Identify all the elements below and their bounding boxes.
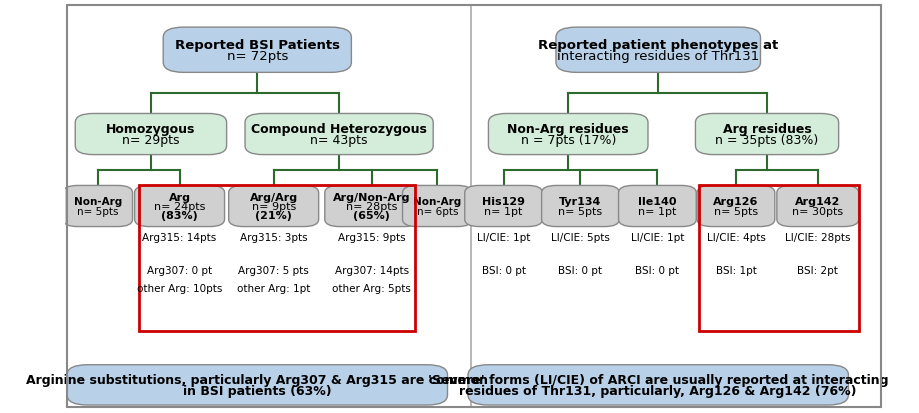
Text: Non-Arg: Non-Arg	[74, 197, 122, 207]
Text: (83%): (83%)	[161, 211, 198, 221]
FancyBboxPatch shape	[777, 186, 858, 227]
Text: LI/CIE: 28pts: LI/CIE: 28pts	[785, 232, 850, 242]
FancyBboxPatch shape	[164, 28, 351, 73]
Text: other Arg: 5pts: other Arg: 5pts	[333, 284, 412, 294]
Text: n= 43pts: n= 43pts	[311, 133, 368, 147]
Text: n= 29pts: n= 29pts	[122, 133, 180, 147]
Text: Arg/Non-Arg: Arg/Non-Arg	[333, 192, 411, 202]
FancyBboxPatch shape	[465, 186, 542, 227]
Text: His129: His129	[482, 197, 525, 207]
Text: 'Severe' forms (LI/CIE) of ARCI are usually reported at interacting: 'Severe' forms (LI/CIE) of ARCI are usua…	[428, 373, 889, 386]
FancyBboxPatch shape	[67, 365, 448, 405]
Text: Reported patient phenotypes at: Reported patient phenotypes at	[539, 39, 778, 52]
Text: Arg307: 0 pt: Arg307: 0 pt	[147, 265, 212, 275]
FancyBboxPatch shape	[488, 114, 648, 155]
Text: Arg307: 5 pts: Arg307: 5 pts	[238, 265, 309, 275]
Text: Reported BSI Patients: Reported BSI Patients	[175, 39, 340, 52]
Text: interacting residues of Thr131: interacting residues of Thr131	[557, 50, 759, 62]
FancyBboxPatch shape	[245, 114, 433, 155]
FancyBboxPatch shape	[698, 186, 775, 227]
FancyBboxPatch shape	[324, 186, 419, 227]
Text: Arginine substitutions, particularly Arg307 & Arg315 are common: Arginine substitutions, particularly Arg…	[27, 373, 488, 386]
Text: LI/CIE: 5pts: LI/CIE: 5pts	[551, 232, 610, 242]
Text: BSI: 0 pt: BSI: 0 pt	[559, 265, 603, 275]
Text: LI/CIE: 4pts: LI/CIE: 4pts	[707, 232, 766, 242]
Text: Ile140: Ile140	[638, 197, 676, 207]
Text: n= 28pts: n= 28pts	[346, 202, 398, 211]
Text: n= 72pts: n= 72pts	[227, 50, 288, 62]
Text: n= 5pts: n= 5pts	[559, 206, 603, 216]
Text: other Arg: 10pts: other Arg: 10pts	[137, 284, 222, 294]
Text: LI/CIE: 1pt: LI/CIE: 1pt	[477, 232, 530, 242]
Text: Arg/Arg: Arg/Arg	[250, 192, 298, 202]
FancyBboxPatch shape	[618, 186, 697, 227]
Text: Tyr134: Tyr134	[560, 197, 602, 207]
FancyBboxPatch shape	[468, 365, 848, 405]
Text: Arg126: Arg126	[713, 197, 758, 207]
Text: residues of Thr131, particularly, Arg126 & Arg142 (76%): residues of Thr131, particularly, Arg126…	[460, 384, 857, 397]
Text: n= 1pt: n= 1pt	[484, 206, 523, 216]
Text: Arg residues: Arg residues	[722, 123, 811, 136]
FancyBboxPatch shape	[696, 114, 839, 155]
Text: Non-Arg: Non-Arg	[414, 197, 461, 207]
Text: Arg315: 14pts: Arg315: 14pts	[142, 232, 217, 242]
Text: n = 7pts (17%): n = 7pts (17%)	[520, 133, 616, 147]
Text: BSI: 2pt: BSI: 2pt	[798, 265, 838, 275]
Text: Arg142: Arg142	[795, 197, 841, 207]
Text: BSI: 0 pt: BSI: 0 pt	[482, 265, 526, 275]
Text: in BSI patients (63%): in BSI patients (63%)	[183, 384, 332, 397]
Text: Non-Arg residues: Non-Arg residues	[507, 123, 629, 136]
Text: (21%): (21%)	[255, 211, 292, 221]
Text: n= 24pts: n= 24pts	[153, 202, 205, 211]
Text: n= 30pts: n= 30pts	[792, 206, 844, 216]
Text: n= 9pts: n= 9pts	[252, 202, 296, 211]
FancyBboxPatch shape	[134, 186, 224, 227]
Text: Arg307: 14pts: Arg307: 14pts	[335, 265, 409, 275]
Text: other Arg: 1pt: other Arg: 1pt	[237, 284, 311, 294]
Text: Compound Heterozygous: Compound Heterozygous	[251, 123, 427, 136]
FancyBboxPatch shape	[229, 186, 319, 227]
FancyBboxPatch shape	[403, 186, 472, 227]
Text: n= 5pts: n= 5pts	[77, 206, 119, 216]
Text: n= 5pts: n= 5pts	[714, 206, 758, 216]
Text: BSI: 0 pt: BSI: 0 pt	[635, 265, 679, 275]
Text: BSI: 1pt: BSI: 1pt	[716, 265, 756, 275]
Text: n= 6pts: n= 6pts	[416, 206, 458, 216]
Text: Homozygous: Homozygous	[107, 123, 196, 136]
Text: Arg: Arg	[168, 192, 190, 202]
Text: Arg315: 9pts: Arg315: 9pts	[338, 232, 405, 242]
Text: LI/CIE: 1pt: LI/CIE: 1pt	[630, 232, 684, 242]
Text: Arg315: 3pts: Arg315: 3pts	[240, 232, 308, 242]
Text: (65%): (65%)	[354, 211, 391, 221]
Text: n = 35pts (83%): n = 35pts (83%)	[715, 133, 819, 147]
FancyBboxPatch shape	[63, 186, 132, 227]
FancyBboxPatch shape	[75, 114, 227, 155]
FancyBboxPatch shape	[556, 28, 761, 73]
FancyBboxPatch shape	[541, 186, 619, 227]
Text: n= 1pt: n= 1pt	[638, 206, 676, 216]
